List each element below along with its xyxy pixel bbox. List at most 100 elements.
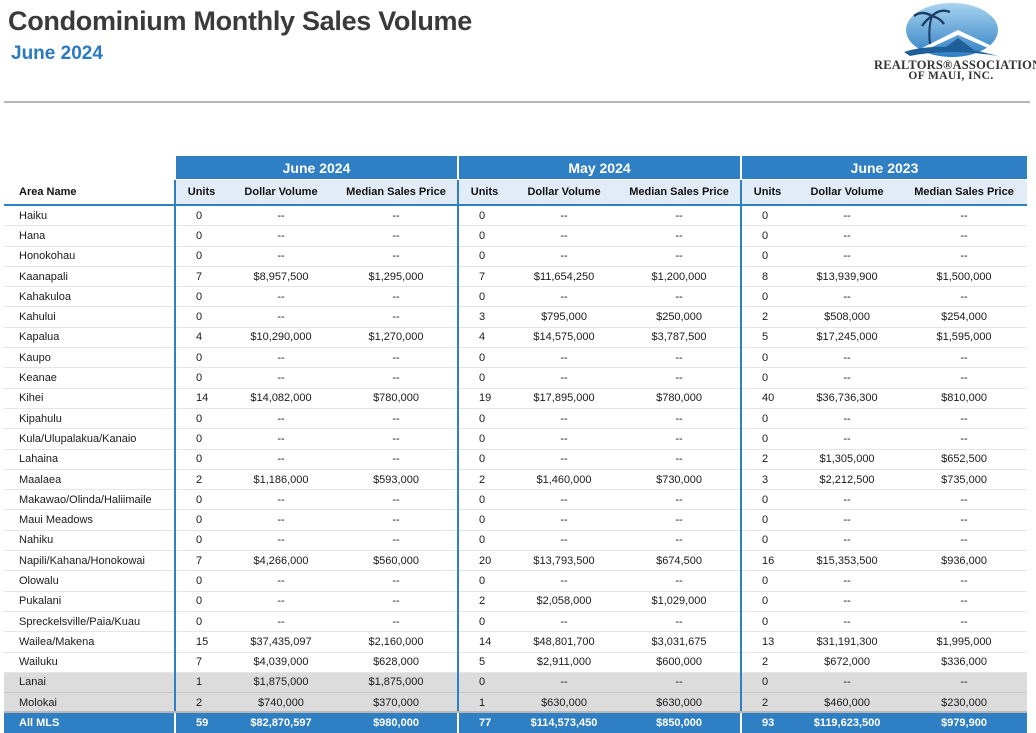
dollar-volume-cell: $795,000 — [510, 306, 619, 328]
dollar-volume-cell: -- — [227, 489, 335, 511]
median-sales-price-cell: -- — [901, 530, 1028, 552]
median-sales-price-cell: -- — [618, 428, 742, 450]
units-cell: 0 — [457, 225, 511, 247]
dollar-volume-cell: -- — [793, 591, 902, 612]
table-row: Lahaina 0 -- -- 0 -- -- 2 $1,305,000 $652,500 — [4, 449, 1028, 470]
dollar-volume-cell: $14,575,000 — [510, 327, 619, 349]
units-cell: 93 — [740, 712, 794, 733]
units-cell: 0 — [740, 408, 794, 430]
dollar-volume-cell: -- — [227, 408, 335, 430]
units-cell: 0 — [740, 225, 794, 247]
median-sales-price-cell: -- — [335, 570, 459, 592]
units-cell: 0 — [457, 408, 511, 430]
table-row: Kipahulu 0 -- -- 0 -- -- 0 -- -- — [4, 408, 1028, 430]
median-sales-price-cell: -- — [901, 570, 1028, 592]
table-row: Spreckelsville/Paia/Kuau 0 -- -- 0 -- -- 0 -- -- — [4, 611, 1028, 633]
median-sales-price-cell: -- — [901, 246, 1028, 267]
dollar-volume-cell: -- — [227, 367, 335, 389]
dollar-volume-cell: -- — [227, 449, 335, 470]
dollar-volume-cell: -- — [510, 225, 619, 247]
units-cell: 4 — [457, 327, 511, 349]
dollar-volume-cell: $8,957,500 — [227, 266, 335, 288]
units-cell: 0 — [457, 205, 511, 227]
dollar-volume-cell: -- — [793, 672, 902, 694]
dollar-volume-cell: $37,435,097 — [227, 631, 335, 653]
median-sales-price-cell: -- — [335, 489, 459, 511]
units-cell: 0 — [174, 367, 227, 389]
dollar-volume-cell: -- — [510, 672, 619, 694]
dollar-volume-cell: -- — [510, 509, 619, 531]
median-sales-price-cell: $652,500 — [901, 449, 1028, 470]
units-cell: 5 — [457, 652, 511, 673]
median-sales-price-cell: -- — [901, 489, 1028, 511]
units-cell: 0 — [740, 246, 794, 267]
median-sales-price-cell: $1,029,000 — [618, 591, 742, 612]
dollar-volume-cell: -- — [227, 591, 335, 612]
dollar-volume-cell: -- — [510, 611, 619, 633]
table-row: Haiku 0 -- -- 0 -- -- 0 -- -- — [4, 205, 1028, 227]
table-row: Pukalani 0 -- -- 2 $2,058,000 $1,029,000 0 -- -- — [4, 591, 1028, 612]
dollar-volume-cell: -- — [227, 246, 335, 267]
dollar-volume-cell: $15,353,500 — [793, 550, 902, 572]
dollar-volume-cell: -- — [793, 225, 902, 247]
units-cell: 0 — [740, 570, 794, 592]
median-sales-price-cell: $936,000 — [901, 550, 1028, 572]
units-cell: 7 — [457, 266, 511, 288]
units-cell: 13 — [740, 631, 794, 653]
area-name-cell: Hana — [4, 225, 175, 247]
median-sales-price-cell: -- — [335, 205, 459, 227]
median-sales-price-cell: $3,031,675 — [618, 631, 742, 653]
units-cell: 8 — [740, 266, 794, 288]
dollar-volume-cell: -- — [793, 428, 902, 450]
table-row: Kahakuloa 0 -- -- 0 -- -- 0 -- -- — [4, 286, 1028, 308]
area-name-cell: Wailuku — [4, 652, 175, 673]
median-sales-price-cell: $3,787,500 — [618, 327, 742, 349]
sales-volume-table: June 2024 May 2024 June 2023 Area Name U… — [4, 156, 1028, 733]
dollar-volume-cell: $10,290,000 — [227, 327, 335, 349]
dollar-volume-cell: -- — [227, 570, 335, 592]
dollar-volume-cell: -- — [510, 367, 619, 389]
median-sales-price-cell: -- — [618, 449, 742, 470]
area-name-cell: Kula/Ulupalakua/Kanaio — [4, 428, 175, 450]
dollar-volume-cell: -- — [510, 530, 619, 552]
dollar-volume-cell: -- — [793, 570, 902, 592]
median-sales-price-cell: -- — [618, 509, 742, 531]
area-name-cell: Spreckelsville/Paia/Kuau — [4, 611, 175, 633]
median-sales-price-cell: -- — [618, 672, 742, 694]
dollar-volume-cell: -- — [510, 428, 619, 450]
area-name-cell: Maalaea — [4, 469, 175, 491]
units-cell: 0 — [174, 306, 227, 328]
median-sales-price-cell: $600,000 — [618, 652, 742, 673]
table-row: Makawao/Olinda/Haliimaile 0 -- -- 0 -- -- 0 -- -- — [4, 489, 1028, 511]
units-cell: 2 — [740, 692, 794, 714]
units-cell: 0 — [457, 246, 511, 267]
units-cell: 0 — [174, 509, 227, 531]
median-sales-price-cell: -- — [335, 225, 459, 247]
area-name-cell: Makawao/Olinda/Haliimaile — [4, 489, 175, 511]
area-name-cell: Maui Meadows — [4, 509, 175, 531]
logo-house — [942, 38, 974, 50]
dollar-volume-cell: $11,654,250 — [510, 266, 619, 288]
units-cell: 2 — [740, 449, 794, 470]
units-cell: 0 — [174, 246, 227, 267]
units-cell: 0 — [740, 509, 794, 531]
units-cell: 7 — [174, 550, 227, 572]
units-cell: 0 — [740, 530, 794, 552]
median-sales-price-cell: -- — [335, 509, 459, 531]
area-name-cell: Nahiku — [4, 530, 175, 552]
dollar-volume-cell: $82,870,597 — [227, 712, 335, 733]
group-header: June 2024 — [173, 156, 459, 180]
area-name-cell: Honokohau — [4, 246, 175, 267]
dollar-volume-cell: $630,000 — [510, 692, 619, 714]
units-cell: 0 — [457, 530, 511, 552]
dollar-volume-cell: -- — [227, 205, 335, 227]
units-cell: 0 — [174, 428, 227, 450]
dollar-volume-cell: $1,875,000 — [227, 672, 335, 694]
column-header-median-price: Median Sales Price — [901, 179, 1028, 206]
median-sales-price-cell: -- — [618, 246, 742, 267]
logo-text-line2: OF MAUI, INC. — [908, 70, 994, 82]
dollar-volume-cell: -- — [227, 611, 335, 633]
realtors-association-logo — [904, 3, 998, 57]
units-cell: 4 — [174, 327, 227, 349]
median-sales-price-cell: $336,000 — [901, 652, 1028, 673]
